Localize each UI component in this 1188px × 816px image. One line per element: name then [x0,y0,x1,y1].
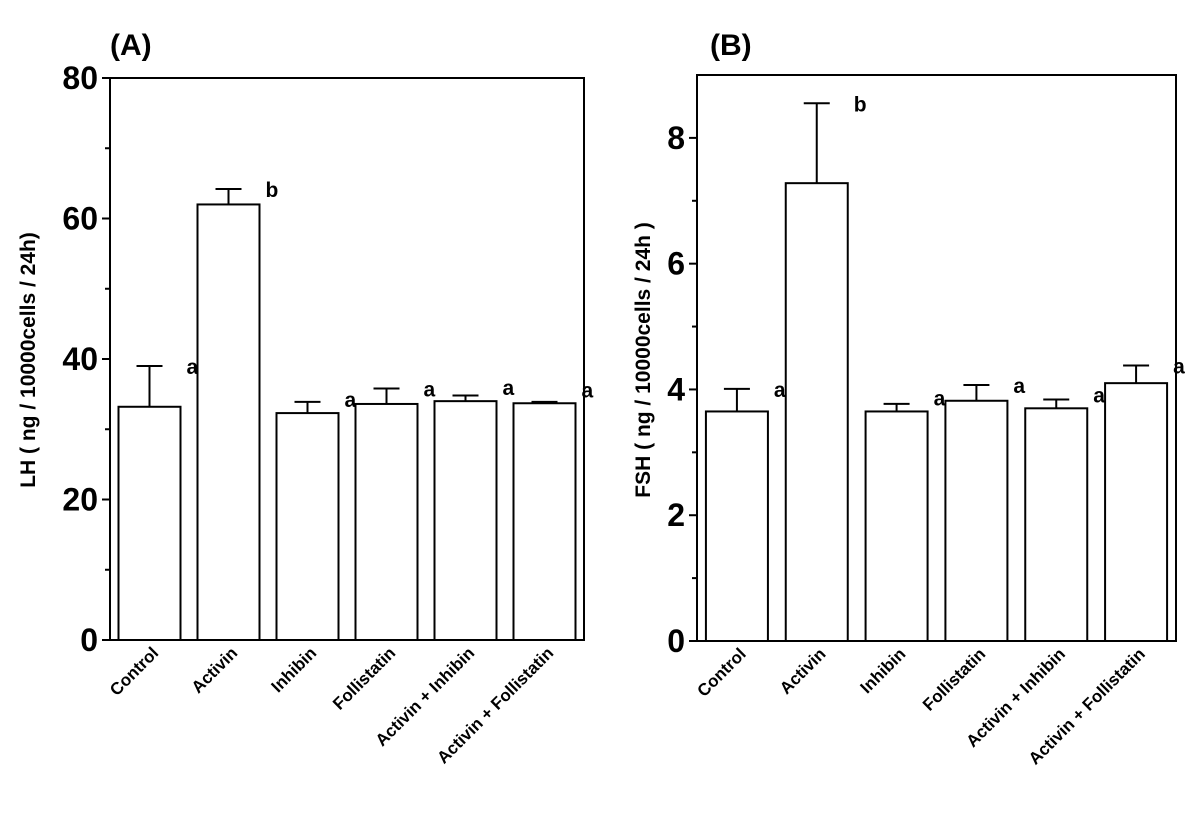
panel-b-y-tick-label: 8 [667,120,685,156]
panel-b-y-tick-label: 2 [667,497,685,533]
panel-b-y-tick-label: 4 [667,371,685,407]
panel-a-y-axis-label: LH ( ng / 10000cells / 24h) [17,232,40,488]
panel-a-x-tick-label: Control [106,643,162,699]
panel-b-significance-label: b [854,93,867,116]
panel-a-y-tick-label: 0 [80,622,98,658]
panel-b-x-tick-label: Follistatin [919,644,989,714]
panel-a-x-tick-label: Activin [188,643,242,697]
panel-a-bar [117,405,182,641]
panel-b-y-tick-label: 0 [667,623,685,659]
panel-a-bar [433,400,498,641]
panel-b-bar [864,410,929,643]
panel-a-y-tick-label: 80 [62,60,98,96]
panel-b-significance-label: a [934,387,946,410]
panel-b-bar [944,399,1009,642]
panel-b: (B) FSH ( ng / 10000cells / 24h ) 0 2 4 6 8 a… [632,29,1185,768]
panel-b-label: (B) [710,29,752,62]
panel-b-x-tick-label: Activin [776,644,830,698]
panel-b-significance-label: a [1173,356,1185,379]
panel-a-bar [354,402,419,641]
panel-a-significance-label: a [345,389,357,412]
panel-a-significance-label: a [424,379,436,402]
panel-b-x-tick-label: Control [694,644,750,700]
panel-a-x-tick-label: Inhibin [267,643,320,696]
panel-b-bar [784,182,849,642]
panel-a-bar [196,203,261,641]
panel-a-x-tick-label: Follistatin [329,643,399,713]
panel-a-y-tick-label: 40 [62,341,98,377]
panel-b-significance-label: a [1013,375,1025,398]
panel-a-significance-label: b [266,179,279,202]
panel-a-bar [512,402,577,641]
panel-a: (A) LH ( ng / 10000cells / 24h) 0 20 40 60 8… [17,29,594,767]
panel-a-significance-label: a [582,379,594,402]
panel-a-significance-label: a [503,377,515,400]
panel-b-significance-label: a [1093,384,1105,407]
panel-b-bar [704,410,769,643]
panel-a-bar [275,412,340,641]
panel-b-plot-frame [696,74,1177,642]
panel-b-y-axis-label: FSH ( ng / 10000cells / 24h ) [632,222,655,497]
panel-a-y-tick-label: 60 [62,201,98,237]
panel-b-y-tick-label: 6 [667,246,685,282]
panel-b-bar [1024,407,1089,642]
panel-a-significance-label: a [187,356,199,379]
panel-b-bar [1104,382,1169,642]
panel-a-label: (A) [110,29,152,62]
panel-b-significance-label: a [774,379,786,402]
panel-b-x-tick-label: Inhibin [857,644,910,697]
panel-a-y-tick-label: 20 [62,482,98,518]
